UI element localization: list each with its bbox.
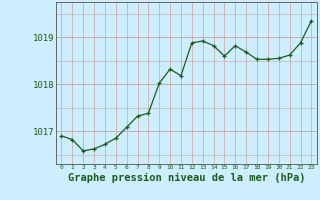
X-axis label: Graphe pression niveau de la mer (hPa): Graphe pression niveau de la mer (hPa) [68,173,305,183]
